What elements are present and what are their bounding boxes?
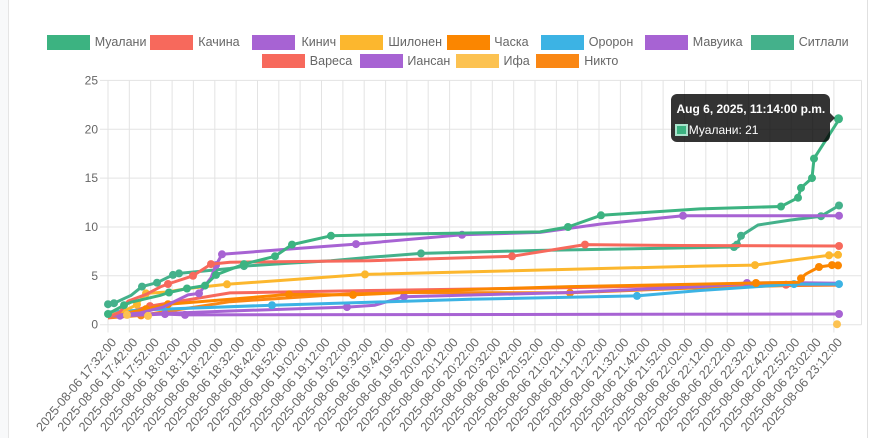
svg-text:0: 0	[91, 318, 98, 332]
svg-text:15: 15	[85, 171, 99, 185]
svg-text:10: 10	[85, 220, 99, 234]
svg-text:25: 25	[85, 73, 99, 87]
svg-text:5: 5	[91, 269, 98, 283]
svg-text:20: 20	[85, 122, 99, 136]
